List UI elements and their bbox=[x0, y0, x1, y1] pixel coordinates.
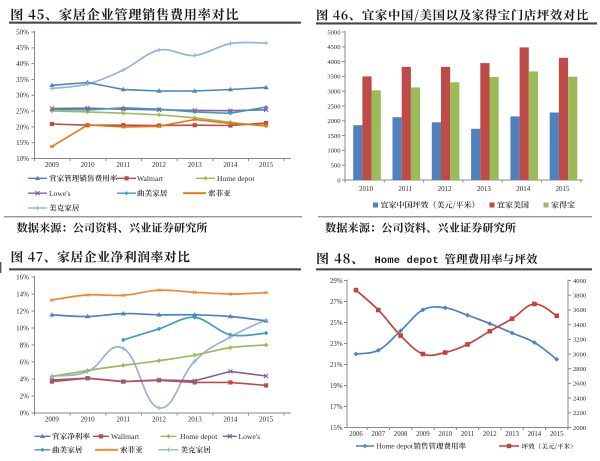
svg-text:Home depot: Home depot bbox=[180, 432, 218, 441]
svg-text:Lowe's: Lowe's bbox=[239, 432, 261, 441]
svg-text:15%: 15% bbox=[330, 425, 343, 432]
svg-text:14%: 14% bbox=[16, 290, 29, 298]
svg-text:2013: 2013 bbox=[477, 185, 492, 193]
svg-text:2013: 2013 bbox=[188, 161, 203, 169]
svg-text:2400: 2400 bbox=[573, 395, 587, 402]
svg-text:2012: 2012 bbox=[152, 161, 167, 169]
svg-text:15%: 15% bbox=[16, 139, 29, 147]
svg-text:23%: 23% bbox=[330, 341, 343, 348]
svg-text:17%: 17% bbox=[330, 404, 343, 411]
svg-text:3000: 3000 bbox=[573, 351, 587, 358]
svg-text:Wallmart: Wallmart bbox=[111, 432, 140, 441]
svg-text:2013: 2013 bbox=[505, 431, 519, 438]
svg-text:2200: 2200 bbox=[573, 410, 587, 417]
svg-text:3200: 3200 bbox=[573, 337, 587, 344]
svg-text:1500: 1500 bbox=[327, 133, 341, 140]
svg-text:Lowe's: Lowe's bbox=[49, 189, 71, 198]
svg-text:3500: 3500 bbox=[327, 74, 341, 81]
svg-text:5000: 5000 bbox=[327, 29, 341, 36]
svg-text:16%: 16% bbox=[16, 273, 29, 281]
svg-text:2010: 2010 bbox=[81, 161, 96, 169]
svg-text:45%: 45% bbox=[16, 44, 29, 52]
svg-text:2010: 2010 bbox=[81, 416, 96, 424]
svg-text:2011: 2011 bbox=[116, 161, 130, 169]
svg-text:1000: 1000 bbox=[327, 148, 341, 155]
svg-text:4000: 4000 bbox=[573, 278, 587, 285]
svg-text:19%: 19% bbox=[330, 383, 343, 390]
svg-text:500: 500 bbox=[331, 163, 342, 170]
svg-text:Walmart: Walmart bbox=[137, 174, 164, 183]
svg-text:2012: 2012 bbox=[438, 185, 453, 193]
svg-text:2009: 2009 bbox=[45, 416, 60, 424]
svg-text:4500: 4500 bbox=[327, 44, 341, 51]
svg-text:2013: 2013 bbox=[188, 416, 203, 424]
svg-text:2014: 2014 bbox=[223, 161, 238, 169]
svg-text:10%: 10% bbox=[16, 155, 29, 163]
svg-text:2011: 2011 bbox=[461, 431, 474, 438]
svg-text:2008: 2008 bbox=[394, 431, 408, 438]
svg-text:2000: 2000 bbox=[327, 118, 341, 125]
svg-text:12%: 12% bbox=[16, 307, 29, 315]
svg-text:Home depot: Home depot bbox=[375, 255, 439, 267]
svg-text:3400: 3400 bbox=[573, 322, 587, 329]
svg-text:50%: 50% bbox=[16, 28, 29, 36]
svg-text:2015: 2015 bbox=[259, 416, 274, 424]
svg-text:20%: 20% bbox=[16, 123, 29, 131]
svg-text:3000: 3000 bbox=[327, 89, 341, 96]
svg-text:2009: 2009 bbox=[416, 431, 430, 438]
svg-text:Home depot: Home depot bbox=[377, 442, 414, 451]
svg-text:2011: 2011 bbox=[398, 185, 412, 193]
svg-text:2009: 2009 bbox=[45, 161, 60, 169]
svg-text:2006: 2006 bbox=[349, 431, 363, 438]
svg-text:25%: 25% bbox=[16, 107, 29, 115]
svg-text:27%: 27% bbox=[330, 299, 343, 306]
svg-text:6%: 6% bbox=[20, 358, 30, 366]
svg-text:2000: 2000 bbox=[573, 425, 587, 432]
svg-text:2012: 2012 bbox=[483, 431, 497, 438]
svg-text:2800: 2800 bbox=[573, 366, 587, 373]
svg-text:25%: 25% bbox=[330, 320, 343, 327]
svg-text:2010: 2010 bbox=[359, 185, 374, 193]
svg-text:2015: 2015 bbox=[556, 185, 571, 193]
svg-text:30%: 30% bbox=[16, 92, 29, 100]
svg-text:2500: 2500 bbox=[327, 103, 341, 110]
svg-text:2015: 2015 bbox=[259, 161, 274, 169]
svg-text:2014: 2014 bbox=[223, 416, 238, 424]
svg-text:21%: 21% bbox=[330, 362, 343, 369]
svg-text:3800: 3800 bbox=[573, 293, 587, 300]
svg-text:8%: 8% bbox=[20, 341, 30, 349]
svg-text:40%: 40% bbox=[16, 60, 29, 68]
svg-text:2%: 2% bbox=[20, 392, 30, 400]
svg-text:2015: 2015 bbox=[550, 431, 564, 438]
svg-text:2011: 2011 bbox=[116, 416, 130, 424]
svg-text:2007: 2007 bbox=[372, 431, 386, 438]
svg-text:2014: 2014 bbox=[528, 431, 542, 438]
svg-text:Home depot: Home depot bbox=[217, 174, 255, 183]
svg-text:29%: 29% bbox=[330, 278, 343, 285]
svg-text:2600: 2600 bbox=[573, 381, 587, 388]
svg-text:2014: 2014 bbox=[516, 185, 531, 193]
svg-text:0: 0 bbox=[337, 177, 341, 184]
svg-text:3600: 3600 bbox=[573, 307, 587, 314]
svg-text:0%: 0% bbox=[20, 409, 30, 417]
svg-text:10%: 10% bbox=[16, 324, 29, 332]
svg-text:4000: 4000 bbox=[327, 59, 341, 66]
svg-text:2012: 2012 bbox=[152, 416, 167, 424]
svg-text:2010: 2010 bbox=[438, 431, 452, 438]
svg-text:35%: 35% bbox=[16, 76, 29, 84]
svg-text:4%: 4% bbox=[20, 375, 30, 383]
